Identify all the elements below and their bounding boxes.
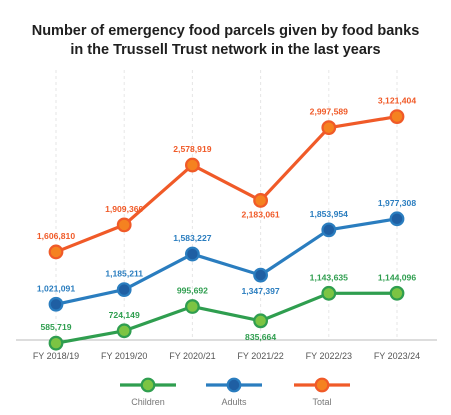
children-point <box>116 323 132 339</box>
children-data-label: 1,143,635 <box>310 272 348 282</box>
total-data-label: 2,578,919 <box>173 144 211 154</box>
total-data-label: 1,606,810 <box>37 231 75 241</box>
adults-point <box>389 211 405 227</box>
adults-series-line <box>55 217 398 306</box>
chart-title: Number of emergency food parcels given b… <box>0 22 451 60</box>
total-series-line <box>55 115 398 254</box>
children-data-label: 1,144,096 <box>378 272 416 282</box>
legend-label-adults: Adults <box>221 397 247 407</box>
children-point <box>253 313 269 329</box>
legend-marker-total <box>314 377 330 393</box>
total-point <box>184 157 200 173</box>
x-tick-label: FY 2021/22 <box>237 351 283 361</box>
total-data-label: 2,183,061 <box>241 209 279 219</box>
total-point <box>389 109 405 125</box>
legend-label-children: Children <box>131 397 165 407</box>
legend-marker-children <box>140 377 156 393</box>
children-point <box>184 299 200 314</box>
total-point <box>321 120 337 136</box>
children-point <box>389 285 405 301</box>
children-point <box>321 285 337 301</box>
adults-data-label: 1,853,954 <box>310 209 348 219</box>
chart-title-line-1: Number of emergency food parcels given b… <box>31 23 420 39</box>
legend-marker-adults <box>226 377 242 393</box>
children-data-label: 585,719 <box>40 322 71 332</box>
total-point <box>253 193 269 208</box>
adults-point <box>48 296 64 312</box>
adults-point <box>116 282 132 298</box>
adults-data-label: 1,583,227 <box>173 233 211 243</box>
adults-point <box>321 222 337 238</box>
total-point <box>116 217 132 233</box>
chart-title-line-2: in the Trussell Trust network in the las… <box>70 42 381 58</box>
total-data-label: 2,997,589 <box>310 107 348 117</box>
adults-point <box>253 267 269 283</box>
adults-data-label: 1,021,091 <box>37 283 75 293</box>
total-data-label: 1,909,360 <box>105 204 143 214</box>
children-data-label: 724,149 <box>109 310 140 320</box>
adults-data-label: 1,977,308 <box>378 198 416 208</box>
children-point <box>48 335 64 351</box>
children-data-label: 995,692 <box>177 286 208 296</box>
x-tick-label: FY 2018/19 <box>33 351 79 361</box>
total-point <box>48 244 64 260</box>
x-tick-label: FY 2023/24 <box>374 351 420 361</box>
total-data-label: 3,121,404 <box>378 96 416 106</box>
adults-data-label: 1,347,397 <box>241 286 279 296</box>
adults-point <box>184 246 200 262</box>
children-data-label: 835,664 <box>245 332 276 342</box>
x-tick-label: FY 2020/21 <box>169 351 215 361</box>
adults-data-label: 1,185,211 <box>105 269 143 279</box>
x-tick-label: FY 2019/20 <box>101 351 147 361</box>
children-series-line <box>55 291 398 345</box>
legend-label-total: Total <box>312 397 331 407</box>
x-tick-label: FY 2022/23 <box>306 351 352 361</box>
